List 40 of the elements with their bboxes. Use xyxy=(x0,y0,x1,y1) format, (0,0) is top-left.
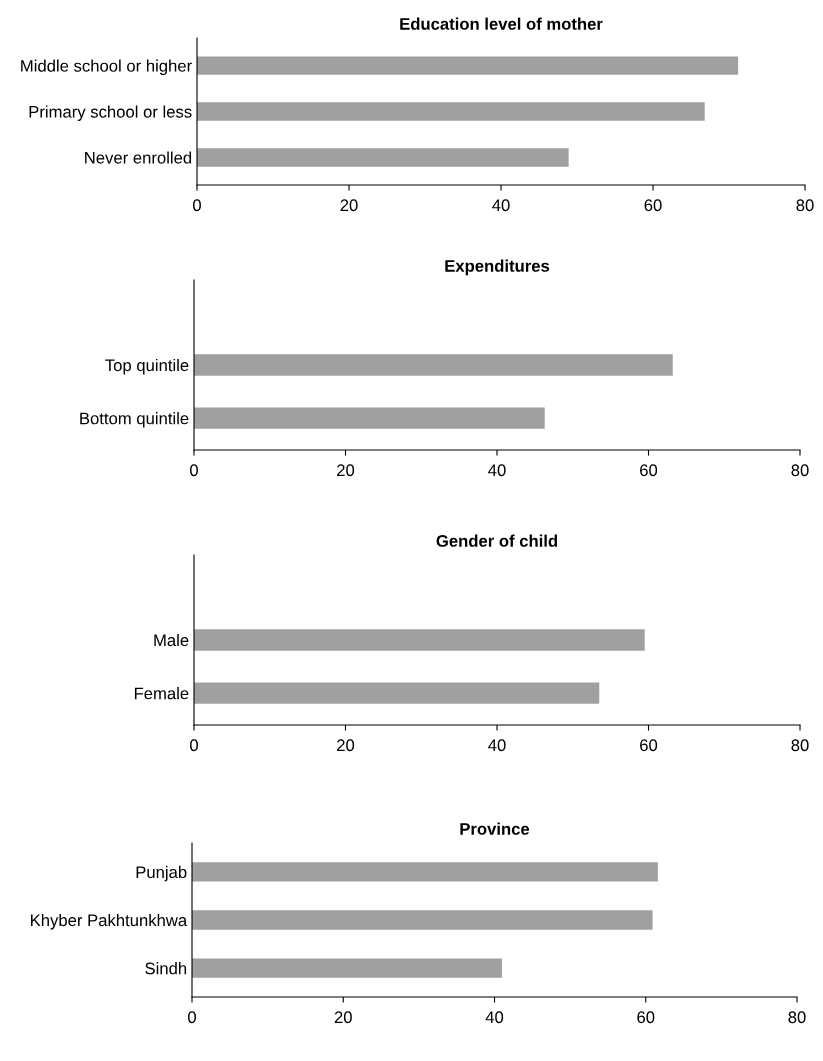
y-tick-label: Never enrolled xyxy=(85,151,192,164)
chart-title: Province xyxy=(460,822,530,835)
x-tick-label: 40 xyxy=(492,199,510,212)
bar xyxy=(197,102,705,121)
y-tick-label: Punjab xyxy=(136,865,187,882)
y-tick-label: Khyber Pakhtunkhwa xyxy=(31,913,188,930)
x-tick-label: 0 xyxy=(193,199,201,212)
x-tick-label: 60 xyxy=(640,464,658,477)
x-tick-label: 20 xyxy=(340,199,358,212)
x-tick-label: 60 xyxy=(644,199,662,212)
bar xyxy=(192,910,653,930)
x-tick-label: 0 xyxy=(188,1011,196,1024)
x-tick-label: 40 xyxy=(488,464,506,477)
y-tick-label: Middle school or higher xyxy=(21,59,192,76)
bar xyxy=(197,148,569,167)
x-tick-label: 20 xyxy=(337,739,355,752)
bar xyxy=(197,56,739,75)
chart-title: Education level of mother xyxy=(400,17,603,30)
chart-title: Expenditures xyxy=(445,259,550,276)
y-tick-label: Female xyxy=(134,687,189,700)
x-tick-label: 40 xyxy=(488,739,506,752)
y-tick-label: Sindh xyxy=(145,962,187,975)
y-tick-label: Male xyxy=(154,633,189,647)
x-tick-label: 80 xyxy=(788,1011,806,1024)
y-tick-label: Top quintile xyxy=(105,358,189,375)
x-tick-label: 0 xyxy=(190,464,198,477)
bar xyxy=(192,958,503,978)
bar xyxy=(192,862,658,882)
x-tick-label: 20 xyxy=(337,464,355,477)
y-tick-label: Primary school or less xyxy=(29,105,192,121)
x-tick-label: 60 xyxy=(637,1011,655,1024)
x-tick-label: 80 xyxy=(796,199,814,212)
x-tick-label: 20 xyxy=(334,1011,352,1024)
x-tick-label: 0 xyxy=(190,739,198,752)
x-tick-label: 60 xyxy=(640,739,658,752)
y-tick-label: Bottom quintile xyxy=(80,412,189,428)
x-tick-label: 40 xyxy=(485,1011,504,1024)
x-tick-label: 80 xyxy=(791,464,809,477)
x-tick-label: 80 xyxy=(791,739,809,752)
chart-title: Gender of child xyxy=(436,534,558,547)
